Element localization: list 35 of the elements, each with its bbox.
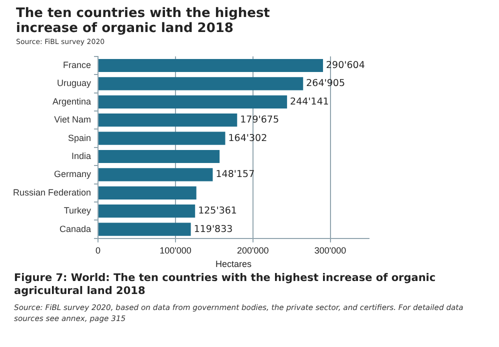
y-tick-label: Turkey <box>64 206 92 216</box>
bar <box>98 168 213 182</box>
bar <box>98 77 304 90</box>
x-tick-label: 100'000 <box>160 245 192 256</box>
data-label: 164'302 <box>228 132 268 144</box>
bar <box>98 58 324 72</box>
data-label: 290'604 <box>326 60 365 71</box>
y-tick-label: India <box>72 150 92 161</box>
y-tick-label: Spain <box>68 132 92 143</box>
data-label: 125'361 <box>198 206 237 217</box>
chart-title: The ten countries with the highest increase of organic land 2018 <box>16 6 271 36</box>
y-tick-label: Viet Nam <box>54 114 92 125</box>
y-tick-label: Uruguay <box>57 78 92 88</box>
x-tick-label: 0 <box>96 245 101 256</box>
bar <box>98 204 196 218</box>
data-label: 148'157 <box>216 169 255 180</box>
y-tick-label: France <box>63 60 92 70</box>
data-label: 264'905 <box>306 78 346 90</box>
caption: Figure 7: World: The ten countries with the highest increase of organic agricultural land 2018 <box>14 272 437 298</box>
x-tick-label: 200'000 <box>236 245 269 256</box>
bar <box>98 150 220 164</box>
y-tick-label: Argentina <box>52 96 92 106</box>
x-tick-label: 300'000 <box>314 245 346 256</box>
y-tick-label: Canada <box>60 224 92 234</box>
bar <box>98 186 196 200</box>
data-label: 179'675 <box>240 114 280 126</box>
data-label: 119'833 <box>194 224 233 235</box>
bar <box>98 114 238 127</box>
bar <box>98 132 226 145</box>
bar <box>98 222 191 236</box>
y-tick-label: Russian Federation <box>12 187 92 198</box>
x-axis-title: Hectares <box>216 259 252 270</box>
bar <box>98 95 288 108</box>
data-label: 244'141 <box>290 96 329 108</box>
y-tick-label: Germany <box>54 169 92 180</box>
